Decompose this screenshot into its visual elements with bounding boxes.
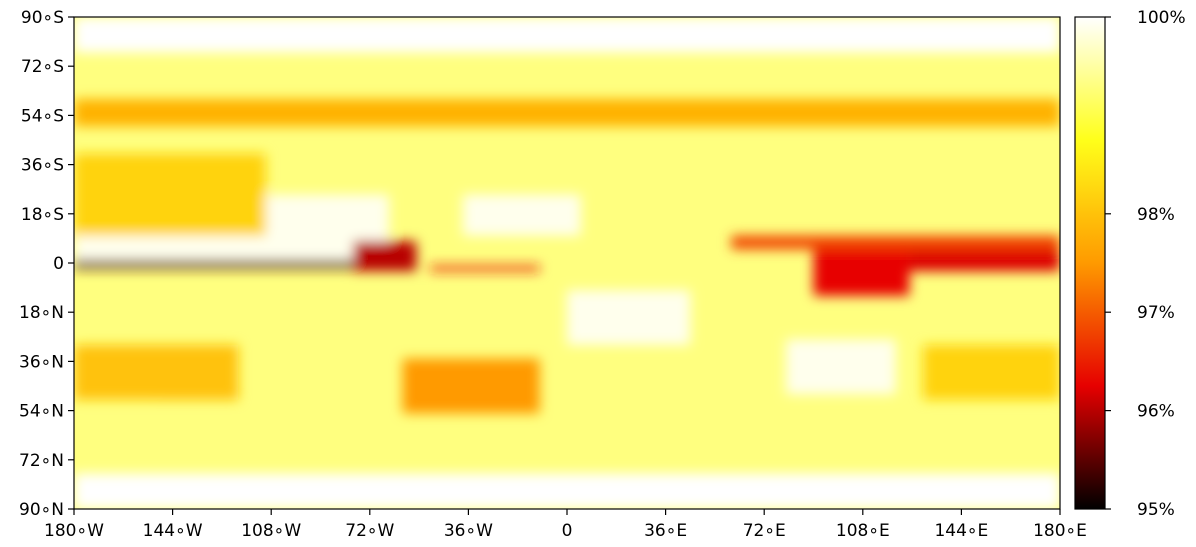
colorbar-tick-label: 98%: [1137, 205, 1175, 225]
x-tick-label: 144∘E: [934, 521, 988, 541]
x-tick-label: 72∘E: [743, 521, 786, 541]
heatmap-region: [74, 473, 1060, 509]
x-axis: 180∘W 144∘W 108∘W 72∘W 36∘W 0 36∘E 72∘E 108∘E 144…: [44, 509, 1087, 541]
colorbar-gradient: [1074, 16, 1106, 510]
y-tick-label: 18∘N: [19, 303, 64, 323]
x-tick-label: 72∘W: [345, 521, 394, 541]
y-tick-label: 90∘S: [21, 8, 64, 28]
x-tick-label: 36∘W: [444, 521, 493, 541]
colorbar-tick-label: 97%: [1137, 303, 1175, 323]
heatmap-region: [923, 345, 1060, 400]
y-tick-label: 72∘N: [19, 451, 64, 471]
plot-area: [74, 17, 1060, 509]
y-axis: 90∘S 72∘S 54∘S 36∘S 18∘S 0 18∘N 36∘N 54∘N 72∘N 90∘…: [19, 8, 74, 520]
x-tick-label: 108∘E: [836, 521, 890, 541]
heatmap-region: [74, 99, 1060, 127]
colorbar-tick-label: 95%: [1137, 500, 1175, 520]
x-tick-label: 180∘E: [1033, 521, 1087, 541]
heatmap-cells: [74, 17, 1060, 509]
x-tick-label: 180∘W: [44, 521, 104, 541]
colorbar-tick-label: 96%: [1137, 402, 1175, 422]
heatmap-region: [731, 235, 1060, 250]
heatmap-region: [462, 194, 581, 236]
y-tick-label: 54∘S: [21, 106, 64, 126]
x-tick-label: 108∘W: [241, 521, 301, 541]
y-tick-label: 72∘S: [21, 57, 64, 77]
colorbar: 95% 96% 97% 98% 100%: [1074, 8, 1186, 520]
x-tick-label: 36∘E: [644, 521, 687, 541]
heatmap-region: [430, 265, 540, 272]
x-tick-label: 144∘W: [143, 521, 203, 541]
y-tick-label: 36∘N: [19, 352, 64, 372]
y-tick-label: 0: [53, 254, 64, 274]
heatmap-region: [74, 17, 1060, 53]
heatmap-region: [74, 260, 376, 269]
y-tick-label: 90∘N: [19, 500, 64, 520]
y-tick-label: 18∘S: [21, 205, 64, 225]
heatmap-region: [74, 345, 239, 400]
x-tick-label: 0: [562, 521, 573, 541]
y-tick-label: 36∘S: [21, 156, 64, 176]
heatmap-region: [353, 241, 417, 272]
heatmap-region: [74, 153, 266, 236]
heatmap-region: [402, 358, 540, 414]
y-tick-label: 54∘N: [19, 402, 64, 422]
heatmap-region: [786, 339, 896, 395]
colorbar-ticks: 95% 96% 97% 98% 100%: [1105, 8, 1186, 520]
heatmap-region: [567, 290, 691, 345]
colorbar-tick-label: 100%: [1137, 8, 1186, 28]
